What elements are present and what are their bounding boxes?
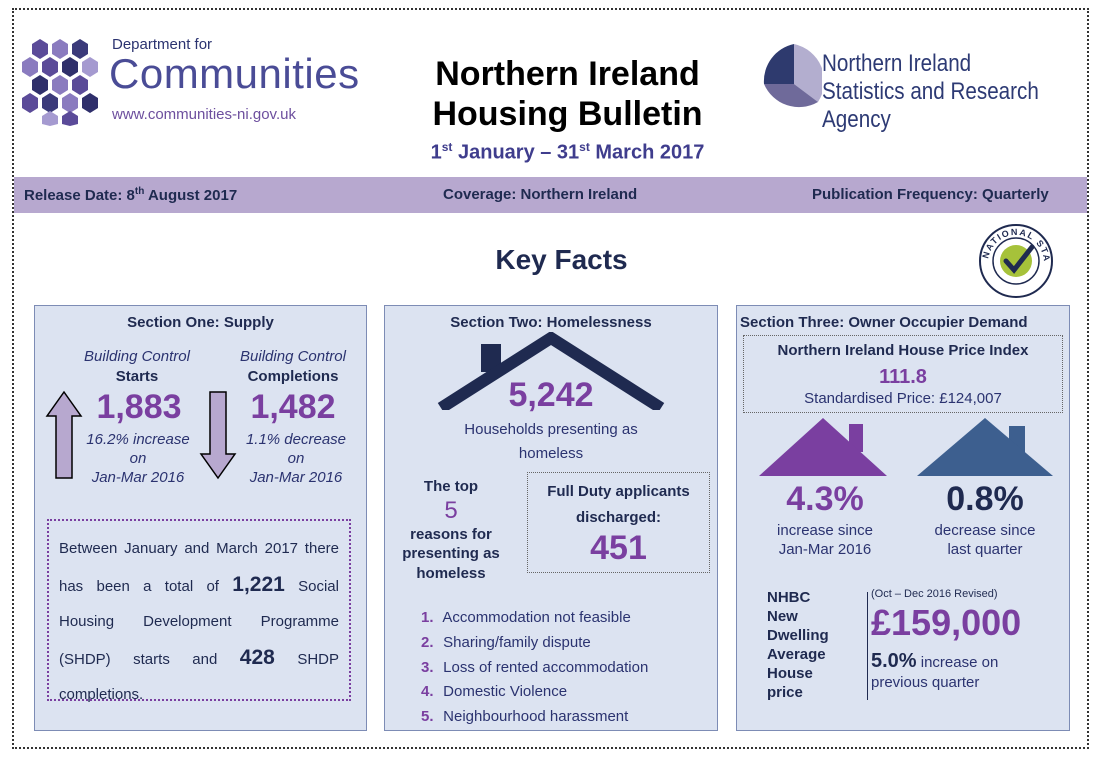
supply-title: Section One: Supply — [127, 314, 274, 331]
starts-period: Jan-Mar 2016 — [91, 469, 185, 486]
nhbc-period: (Oct – Dec 2016 Revised) — [871, 588, 998, 600]
release-date: Release Date: 8th August 2017 — [24, 186, 238, 204]
divider — [867, 592, 868, 700]
hpi-box: Northern Ireland House Price Index 111.8… — [743, 335, 1063, 413]
top-reasons-count: 5 — [444, 496, 458, 524]
publication-frequency: Publication Frequency: Quarterly — [812, 186, 1049, 203]
bulletin-period: 1st January – 31st March 2017 — [430, 140, 705, 164]
shdp-summary: Between January and March 2017 there has… — [47, 519, 351, 703]
nhbc-change: 5.0% increase on previous quarter — [871, 650, 999, 691]
hpi-quarterly-change-label: decrease since last quarter — [934, 522, 1036, 558]
hpi-annual-change-label: increase since Jan-Mar 2016 — [777, 522, 873, 558]
nhbc-price-value: £159,000 — [871, 602, 1022, 643]
hpi-title: Northern Ireland House Price Index — [777, 342, 1029, 359]
starts-change: 16.2% increase — [86, 431, 190, 448]
completions-label-line2: Completions — [247, 368, 339, 385]
list-item: 3. Loss of rented accommodation — [421, 658, 649, 676]
coverage: Coverage: Northern Ireland — [443, 186, 638, 203]
list-item: 1. Accommodation not feasible — [421, 609, 631, 626]
key-facts-heading: Key Facts — [495, 244, 628, 275]
starts-label-line2: Starts — [115, 368, 159, 385]
bulletin-title: Northern Ireland Housing Bulletin — [432, 55, 703, 133]
completions-period: Jan-Mar 2016 — [249, 469, 343, 486]
completions-change: 1.1% decrease — [245, 431, 347, 448]
list-item: 5. Neighbourhood harassment — [421, 708, 629, 726]
house-roof-icon — [437, 332, 665, 410]
hpi-annual-change-value: 4.3% — [786, 480, 864, 518]
hpi-standardised-price: Standardised Price: £124,007 — [804, 390, 1002, 407]
homelessness-title: Section Two: Homelessness — [450, 314, 652, 331]
nisra-name: Northern Ireland Statistics and Research… — [822, 50, 1039, 133]
homelessness-reasons-list: 1. Accommodation not feasible 2. Sharing… — [421, 606, 648, 730]
supply-panel: Section One: Supply Building Control Sta… — [34, 305, 367, 731]
dfc-url[interactable]: www.communities-ni.gov.uk — [112, 106, 296, 123]
dfc-name-line1: Department for — [112, 36, 213, 53]
starts-label-line1: Building Control — [84, 348, 190, 365]
dfc-name-line2: Communities — [109, 50, 360, 97]
full-duty-label: Full Duty applicants discharged: — [547, 483, 690, 526]
completions-label-line1: Building Control — [240, 348, 346, 365]
shdp-starts-value: 1,221 — [232, 572, 285, 596]
full-duty-value: 451 — [590, 529, 647, 567]
dfc-hexagon-logo — [22, 39, 98, 126]
owner-occupier-panel: Section Three: Owner Occupier Demand Nor… — [736, 305, 1070, 731]
top-reasons-heading: The top 5 reasons for presenting as home… — [389, 477, 513, 583]
nhbc-label: NHBC New Dwelling Average House price — [767, 589, 829, 701]
homeless-households-value: 5,242 — [508, 376, 594, 414]
list-item: 4. Domestic Violence — [421, 683, 568, 701]
national-statistics-badge-icon: NATIONAL STATISTICS — [976, 223, 1053, 298]
hpi-quarterly-change-value: 0.8% — [946, 480, 1024, 518]
info-band — [14, 177, 1087, 213]
starts-on: on — [129, 450, 147, 467]
list-item: 2. Sharing/family dispute — [421, 633, 591, 651]
arrow-down-icon — [199, 391, 237, 480]
blue-house-icon — [917, 418, 1053, 476]
starts-value: 1,883 — [96, 388, 182, 426]
homelessness-panel: Section Two: Homelessness 5,242 Househol… — [384, 305, 718, 731]
homeless-households-label: Households presenting as homeless — [464, 421, 638, 462]
completions-on: on — [287, 450, 305, 467]
hpi-value: 111.8 — [879, 366, 927, 388]
owner-occupier-title: Section Three: Owner Occupier Demand — [740, 314, 1028, 331]
full-duty-box: Full Duty applicants discharged: 451 — [527, 472, 710, 573]
page-border — [12, 8, 1089, 749]
completions-value: 1,482 — [250, 388, 336, 426]
arrow-up-icon — [45, 390, 83, 479]
nisra-logo-icon — [763, 44, 822, 108]
purple-house-icon — [759, 418, 887, 476]
shdp-completions-value: 428 — [239, 645, 275, 669]
